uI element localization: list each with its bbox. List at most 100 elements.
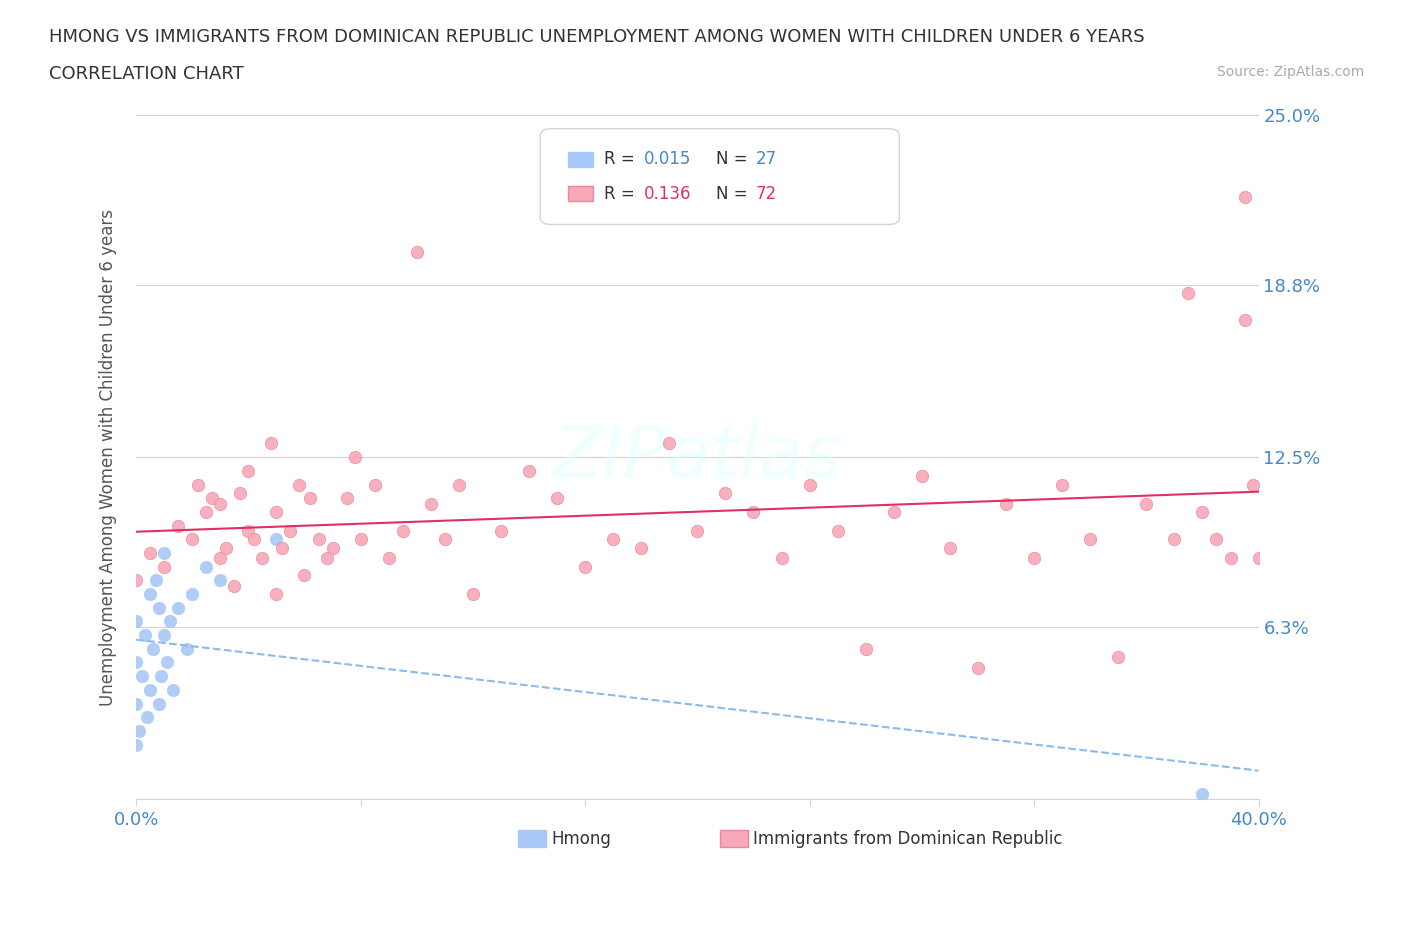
Point — [517, 463, 540, 478]
Point — [1191, 787, 1213, 802]
Point — [167, 600, 190, 615]
Point — [419, 497, 441, 512]
Point — [1247, 551, 1270, 566]
Point — [266, 587, 288, 602]
Point — [1233, 312, 1256, 327]
Point — [229, 485, 252, 500]
Text: Source: ZipAtlas.com: Source: ZipAtlas.com — [1216, 65, 1364, 79]
Point — [1219, 551, 1241, 566]
Point — [294, 567, 316, 582]
Point — [770, 551, 793, 566]
Point — [1177, 286, 1199, 300]
Point — [630, 540, 652, 555]
Point — [911, 469, 934, 484]
Point — [1050, 477, 1073, 492]
Point — [238, 463, 260, 478]
Text: R =: R = — [605, 185, 640, 203]
Point — [153, 628, 176, 643]
Point — [299, 491, 322, 506]
Point — [148, 697, 170, 711]
Point — [658, 436, 681, 451]
Point — [145, 573, 167, 588]
Point — [280, 524, 302, 538]
Point — [995, 497, 1018, 512]
Point — [266, 504, 288, 519]
Point — [377, 551, 399, 566]
Point — [215, 540, 238, 555]
Point — [260, 436, 283, 451]
Point — [153, 546, 176, 561]
Point — [546, 491, 568, 506]
Point — [855, 642, 877, 657]
Point — [139, 683, 162, 698]
Point — [1078, 532, 1101, 547]
Text: 27: 27 — [755, 151, 778, 168]
Point — [266, 532, 288, 547]
Point — [142, 642, 165, 657]
Text: ZIPatlas: ZIPatlas — [553, 422, 842, 492]
Text: R =: R = — [605, 151, 640, 168]
FancyBboxPatch shape — [540, 128, 900, 224]
Point — [162, 683, 184, 698]
Point — [967, 660, 990, 675]
Point — [224, 578, 246, 593]
Point — [150, 669, 173, 684]
Point — [322, 540, 344, 555]
Point — [271, 540, 294, 555]
Point — [939, 540, 962, 555]
Point — [159, 614, 181, 629]
Point — [243, 532, 266, 547]
Point — [827, 524, 849, 538]
Point — [1022, 551, 1045, 566]
Point — [602, 532, 624, 547]
Point — [125, 655, 148, 670]
FancyBboxPatch shape — [568, 152, 593, 167]
Point — [181, 587, 204, 602]
Point — [883, 504, 905, 519]
Point — [195, 559, 218, 574]
Point — [195, 504, 218, 519]
Point — [209, 573, 232, 588]
Point — [1107, 649, 1129, 664]
Point — [238, 524, 260, 538]
Text: 0.015: 0.015 — [644, 151, 690, 168]
Point — [187, 477, 209, 492]
Point — [363, 477, 385, 492]
Point — [433, 532, 456, 547]
Point — [125, 737, 148, 752]
Point — [125, 573, 148, 588]
Point — [201, 491, 224, 506]
Point — [156, 655, 179, 670]
FancyBboxPatch shape — [720, 830, 748, 847]
Point — [167, 518, 190, 533]
Point — [1163, 532, 1185, 547]
Point — [128, 724, 150, 738]
Text: CORRELATION CHART: CORRELATION CHART — [49, 65, 245, 83]
Point — [139, 587, 162, 602]
Point — [1241, 477, 1264, 492]
Text: 72: 72 — [755, 185, 778, 203]
Point — [335, 491, 357, 506]
Text: 0.136: 0.136 — [644, 185, 690, 203]
Point — [1191, 504, 1213, 519]
Point — [447, 477, 470, 492]
Point — [799, 477, 821, 492]
Text: HMONG VS IMMIGRANTS FROM DOMINICAN REPUBLIC UNEMPLOYMENT AMONG WOMEN WITH CHILDR: HMONG VS IMMIGRANTS FROM DOMINICAN REPUB… — [49, 28, 1144, 46]
Point — [714, 485, 737, 500]
Point — [574, 559, 596, 574]
Point — [181, 532, 204, 547]
Point — [343, 450, 366, 465]
Point — [209, 497, 232, 512]
Point — [1135, 497, 1157, 512]
Text: Immigrants from Dominican Republic: Immigrants from Dominican Republic — [754, 830, 1063, 848]
Point — [288, 477, 311, 492]
Point — [134, 628, 156, 643]
Point — [125, 697, 148, 711]
Point — [391, 524, 413, 538]
Point — [136, 710, 159, 724]
Point — [209, 551, 232, 566]
Point — [148, 600, 170, 615]
Point — [1233, 190, 1256, 205]
Point — [349, 532, 371, 547]
Y-axis label: Unemployment Among Women with Children Under 6 years: Unemployment Among Women with Children U… — [100, 208, 117, 706]
